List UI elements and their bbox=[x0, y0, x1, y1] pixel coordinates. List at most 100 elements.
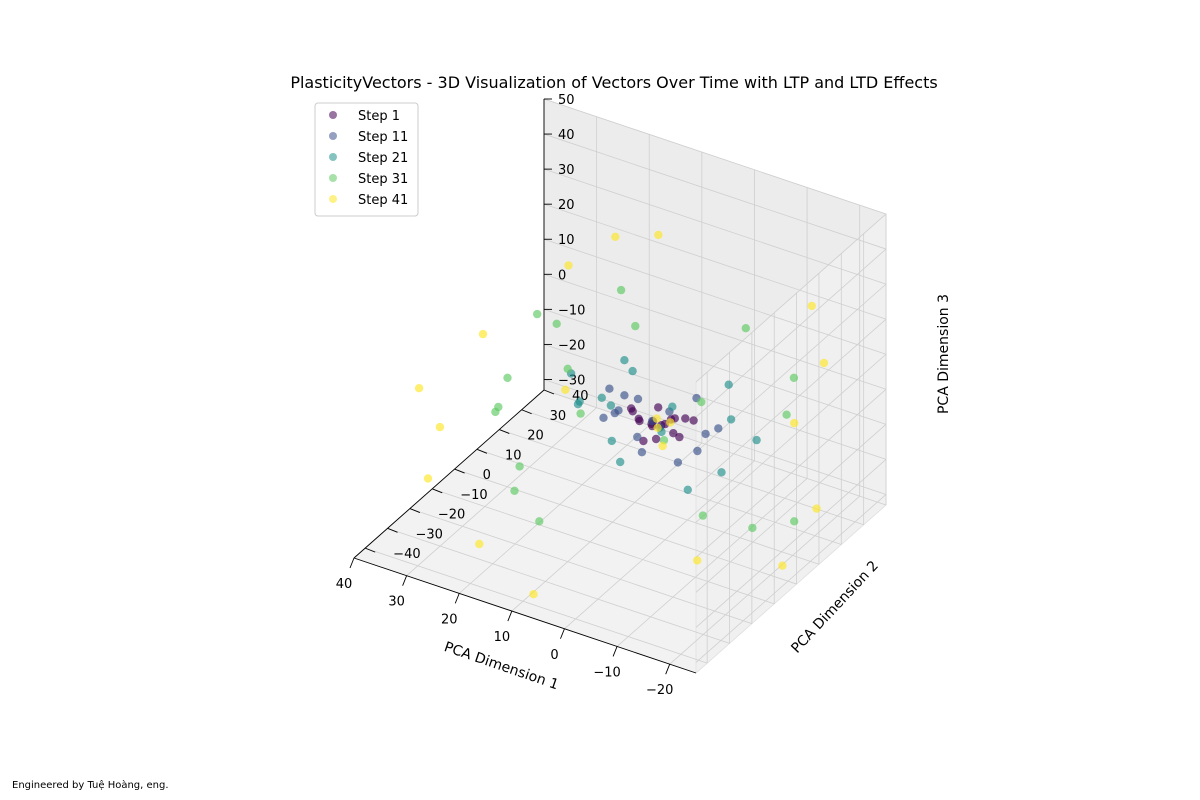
x-tick bbox=[560, 628, 565, 639]
grid-line-y bbox=[499, 429, 842, 545]
y-tick-label: −10 bbox=[460, 488, 487, 503]
grid-line-y bbox=[409, 508, 753, 624]
x-tick bbox=[665, 663, 671, 675]
scatter-point bbox=[639, 436, 648, 446]
grid-line-z bbox=[543, 344, 887, 460]
x-tick bbox=[454, 593, 460, 604]
grid-line-z bbox=[695, 494, 887, 663]
grid-line-z bbox=[695, 424, 887, 593]
scatter-point bbox=[494, 402, 503, 412]
grid-line-z bbox=[695, 248, 887, 418]
scatter-point bbox=[597, 393, 606, 402]
scatter-point bbox=[414, 384, 424, 393]
z-tick-label: 20 bbox=[558, 198, 575, 213]
scatter-point bbox=[610, 408, 619, 418]
grid-line-z bbox=[695, 353, 887, 523]
grid-line-z bbox=[695, 459, 887, 628]
scatter-point bbox=[658, 441, 667, 451]
grid-line-y bbox=[476, 448, 820, 565]
legend-marker bbox=[329, 195, 337, 203]
scatter-point bbox=[535, 517, 544, 526]
scatter-point bbox=[669, 429, 678, 438]
scatter-point bbox=[478, 329, 488, 339]
grid-line-y bbox=[387, 527, 730, 644]
scatter-point bbox=[605, 384, 614, 393]
y-tick bbox=[409, 508, 421, 514]
axes-ticks: −20 −10 0 10 20 30 40 −40 −30 −20 −10 0 10 20 30 40 −30 −… bbox=[336, 93, 674, 698]
scatter-point bbox=[561, 385, 570, 394]
scatter-point bbox=[575, 397, 584, 406]
scatter-point bbox=[423, 474, 433, 483]
scatter-point bbox=[752, 435, 761, 445]
scatter-point bbox=[616, 285, 626, 295]
grid-line-y bbox=[543, 389, 887, 506]
scatter-point bbox=[689, 416, 698, 425]
grid-line-z bbox=[543, 238, 887, 355]
scatter-point bbox=[633, 394, 643, 404]
z-tick-label: −30 bbox=[558, 373, 585, 388]
scatter-point bbox=[681, 414, 690, 423]
z-tick-label: −20 bbox=[558, 338, 585, 353]
grid-line-z bbox=[695, 213, 887, 383]
grid-line-z bbox=[695, 389, 887, 558]
scatter-point bbox=[633, 432, 642, 442]
scatter-point bbox=[503, 373, 512, 382]
scatter-point bbox=[607, 436, 616, 446]
scatter-point bbox=[812, 504, 821, 513]
scatter-point bbox=[790, 418, 799, 428]
scatter-point bbox=[576, 409, 585, 418]
grid-line-z bbox=[543, 133, 887, 250]
x-tick bbox=[507, 610, 513, 622]
grid-line-x bbox=[511, 442, 703, 612]
scatter-point bbox=[564, 261, 573, 270]
y-axis-line bbox=[353, 389, 545, 559]
grid-line-y bbox=[432, 488, 775, 605]
scatter-point bbox=[693, 556, 702, 565]
scatter-point bbox=[819, 358, 829, 368]
grid-line-y bbox=[521, 409, 864, 526]
scatter-point bbox=[628, 366, 637, 376]
y-tick-label: −20 bbox=[438, 508, 465, 523]
grid-line-y bbox=[365, 547, 708, 664]
y-tick bbox=[454, 468, 465, 474]
y-tick-label: −30 bbox=[416, 527, 443, 542]
scatter-point bbox=[620, 356, 629, 365]
y-tick-label: 10 bbox=[505, 448, 522, 463]
legend-marker bbox=[329, 174, 337, 182]
axes-grid bbox=[353, 98, 887, 665]
y-tick bbox=[365, 547, 376, 553]
scatter-point bbox=[683, 485, 692, 494]
legend-marker bbox=[329, 111, 337, 119]
scatter-point bbox=[741, 324, 750, 333]
scatter-point bbox=[563, 364, 572, 373]
chart-title: PlasticityVectors - 3D Visualization of … bbox=[290, 73, 937, 92]
x-axis-label: PCA Dimension 1 bbox=[442, 639, 561, 693]
x-axis-line bbox=[353, 557, 697, 674]
grid-line-z bbox=[695, 318, 887, 488]
x-tick bbox=[612, 646, 618, 657]
scatter-point bbox=[435, 422, 445, 432]
legend-marker bbox=[329, 132, 337, 140]
x-tick-label: 10 bbox=[494, 630, 511, 645]
z-tick-label: 0 bbox=[558, 268, 566, 283]
scatter-point bbox=[666, 418, 675, 427]
legend-label: Step 1 bbox=[358, 109, 400, 124]
grid-line-z bbox=[543, 98, 887, 215]
z-tick-label: −10 bbox=[558, 303, 585, 318]
x-tick bbox=[349, 557, 355, 569]
scatter-point bbox=[782, 410, 791, 419]
scatter-point bbox=[748, 523, 757, 533]
scatter-point bbox=[652, 414, 661, 423]
scatter-point bbox=[724, 380, 733, 389]
scatter-point bbox=[698, 511, 708, 520]
scatter-point bbox=[778, 561, 787, 570]
x-tick-label: 0 bbox=[550, 648, 558, 663]
grid-line-z bbox=[543, 308, 887, 425]
scatter-point bbox=[510, 486, 519, 495]
legend-label: Step 41 bbox=[358, 193, 408, 208]
scatter-point bbox=[628, 407, 637, 416]
scatter-point bbox=[606, 401, 616, 410]
legend-label: Step 21 bbox=[358, 151, 408, 166]
scatter-point bbox=[717, 468, 726, 477]
